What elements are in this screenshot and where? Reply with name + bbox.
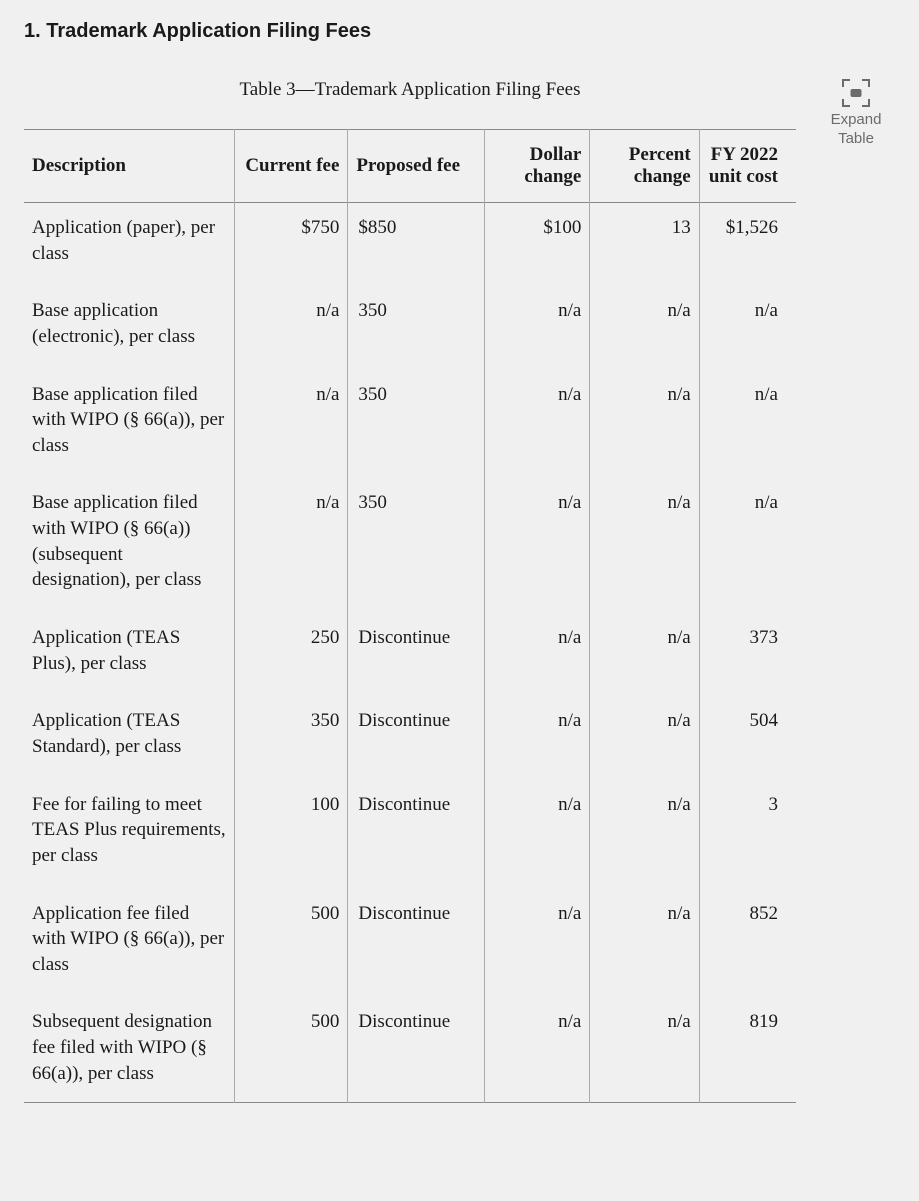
cell-current-fee: 500	[234, 997, 348, 1102]
cell-proposed-fee: Discontinue	[348, 696, 485, 779]
table-row: Application (TEAS Standard), per class35…	[24, 696, 796, 779]
table-caption: Table 3—Trademark Application Filing Fee…	[24, 79, 796, 101]
cell-percent-change: n/a	[590, 696, 699, 779]
cell-percent-change: n/a	[590, 478, 699, 613]
cell-fy-unit-cost: 504	[699, 696, 796, 779]
expand-icon	[842, 79, 870, 107]
cell-proposed-fee: 350	[348, 478, 485, 613]
cell-description: Application fee filed with WIPO (§ 66(a)…	[24, 889, 234, 998]
cell-current-fee: n/a	[234, 370, 348, 479]
cell-fy-unit-cost: n/a	[699, 286, 796, 369]
cell-current-fee: n/a	[234, 478, 348, 613]
cell-proposed-fee: 350	[348, 286, 485, 369]
cell-description: Fee for failing to meet TEAS Plus requir…	[24, 780, 234, 889]
cell-proposed-fee: Discontinue	[348, 997, 485, 1102]
table-row: Base application (electronic), per class…	[24, 286, 796, 369]
fees-table: Description Current fee Proposed fee Dol…	[24, 129, 796, 1103]
cell-current-fee: 350	[234, 696, 348, 779]
cell-description: Subsequent designation fee filed with WI…	[24, 997, 234, 1102]
cell-fy-unit-cost: 819	[699, 997, 796, 1102]
expand-table-button[interactable]: Expand Table	[820, 79, 892, 149]
cell-current-fee: $750	[234, 203, 348, 287]
cell-proposed-fee: Discontinue	[348, 780, 485, 889]
cell-dollar-change: n/a	[485, 478, 590, 613]
section-heading: 1. Trademark Application Filing Fees	[24, 20, 895, 43]
cell-percent-change: n/a	[590, 370, 699, 479]
cell-proposed-fee: 350	[348, 370, 485, 479]
cell-current-fee: 100	[234, 780, 348, 889]
cell-percent-change: n/a	[590, 889, 699, 998]
table-row: Application fee filed with WIPO (§ 66(a)…	[24, 889, 796, 998]
cell-description: Base application filed with WIPO (§ 66(a…	[24, 370, 234, 479]
cell-description: Application (TEAS Plus), per class	[24, 613, 234, 696]
content-row: Table 3—Trademark Application Filing Fee…	[24, 79, 895, 1103]
cell-dollar-change: n/a	[485, 370, 590, 479]
col-header-description: Description	[24, 130, 234, 203]
cell-fy-unit-cost: 3	[699, 780, 796, 889]
cell-description: Base application filed with WIPO (§ 66(a…	[24, 478, 234, 613]
cell-fy-unit-cost: $1,526	[699, 203, 796, 287]
cell-dollar-change: n/a	[485, 889, 590, 998]
cell-dollar-change: n/a	[485, 997, 590, 1102]
table-row: Application (paper), per class$750$850$1…	[24, 203, 796, 287]
cell-dollar-change: n/a	[485, 613, 590, 696]
cell-percent-change: n/a	[590, 997, 699, 1102]
cell-dollar-change: n/a	[485, 696, 590, 779]
cell-description: Base application (electronic), per class	[24, 286, 234, 369]
cell-description: Application (TEAS Standard), per class	[24, 696, 234, 779]
cell-current-fee: n/a	[234, 286, 348, 369]
cell-fy-unit-cost: n/a	[699, 478, 796, 613]
expand-label: Expand Table	[831, 111, 882, 149]
cell-fy-unit-cost: 852	[699, 889, 796, 998]
col-header-percent-change: Percent change	[590, 130, 699, 203]
table-wrapper: Table 3—Trademark Application Filing Fee…	[24, 79, 796, 1103]
cell-percent-change: n/a	[590, 780, 699, 889]
table-row: Fee for failing to meet TEAS Plus requir…	[24, 780, 796, 889]
cell-fy-unit-cost: 373	[699, 613, 796, 696]
table-row: Application (TEAS Plus), per class250Dis…	[24, 613, 796, 696]
cell-proposed-fee: Discontinue	[348, 889, 485, 998]
cell-current-fee: 500	[234, 889, 348, 998]
cell-proposed-fee: Discontinue	[348, 613, 485, 696]
cell-proposed-fee: $850	[348, 203, 485, 287]
col-header-dollar-change: Dollar change	[485, 130, 590, 203]
table-row: Subsequent designation fee filed with WI…	[24, 997, 796, 1102]
col-header-fy-unit-cost: FY 2022 unit cost	[699, 130, 796, 203]
cell-description: Application (paper), per class	[24, 203, 234, 287]
cell-dollar-change: n/a	[485, 780, 590, 889]
table-row: Base application filed with WIPO (§ 66(a…	[24, 478, 796, 613]
col-header-current-fee: Current fee	[234, 130, 348, 203]
col-header-proposed-fee: Proposed fee	[348, 130, 485, 203]
cell-percent-change: n/a	[590, 613, 699, 696]
cell-dollar-change: n/a	[485, 286, 590, 369]
cell-current-fee: 250	[234, 613, 348, 696]
cell-dollar-change: $100	[485, 203, 590, 287]
cell-percent-change: 13	[590, 203, 699, 287]
table-row: Base application filed with WIPO (§ 66(a…	[24, 370, 796, 479]
cell-percent-change: n/a	[590, 286, 699, 369]
cell-fy-unit-cost: n/a	[699, 370, 796, 479]
table-header-row: Description Current fee Proposed fee Dol…	[24, 130, 796, 203]
